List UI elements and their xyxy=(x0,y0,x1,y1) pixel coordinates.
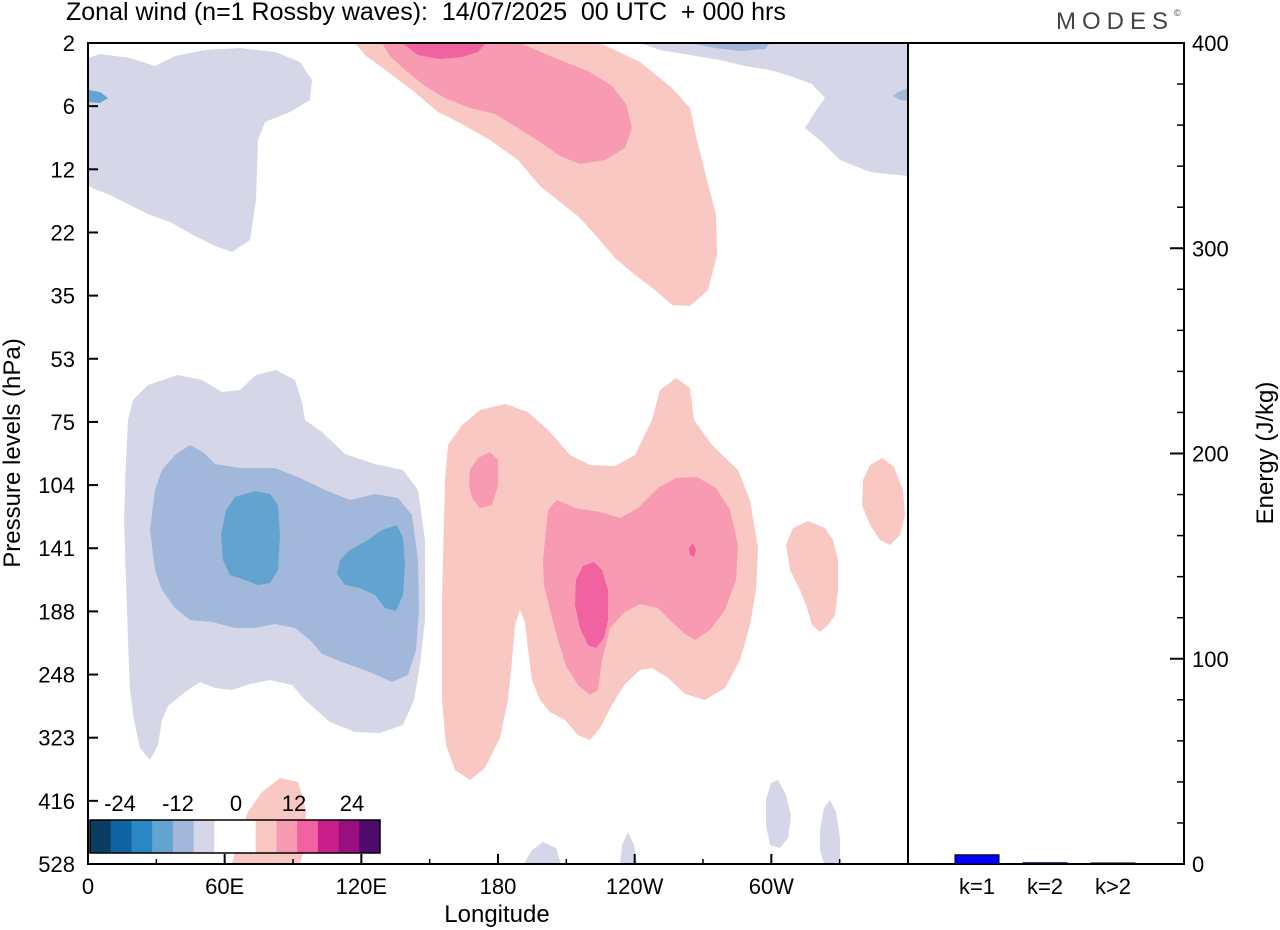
colorbar-swatch xyxy=(193,820,215,853)
energy-category-label: k=1 xyxy=(959,874,995,899)
y-axis: 2 6 12 22 35 53 75 104 141 188 248 323 416 528 xyxy=(38,31,98,877)
energy-tick-label: 400 xyxy=(1192,31,1229,56)
colorbar-swatch xyxy=(214,820,236,853)
page-title: Zonal wind (n=1 Rossby waves): 14/07/202… xyxy=(66,0,786,26)
contour-region-neg-upper-right xyxy=(640,43,908,176)
colorbar-swatch xyxy=(297,820,319,853)
energy-plot-frame xyxy=(907,42,1185,865)
x-axis-title: Longitude xyxy=(444,901,549,928)
contour-region-pos-right-patch-1 xyxy=(786,521,838,632)
brand-logo: MODES© xyxy=(1056,8,1181,36)
energy-tick-label: 0 xyxy=(1192,852,1204,877)
colorbar-swatch xyxy=(276,820,298,853)
energy-bar xyxy=(954,854,1000,865)
energy-bar xyxy=(1022,862,1068,865)
y-tick-label: 6 xyxy=(63,94,75,119)
y-tick-label: 188 xyxy=(38,599,75,624)
contour-region-neg-bottom-patch-2 xyxy=(620,832,637,864)
x-tick-label: 180 xyxy=(480,874,517,899)
y-tick-label: 75 xyxy=(51,410,75,435)
contour-region-neg-upper-left-small xyxy=(88,90,108,103)
contour-region-pos-right-patch-2 xyxy=(862,458,905,545)
colorbar-label: 12 xyxy=(282,791,306,816)
y-axis-title: Pressure levels (hPa) xyxy=(0,338,26,567)
x-axis: 0 60E 120E 180 120W 60W xyxy=(82,854,841,899)
brand-logo-text: MODES xyxy=(1056,8,1175,35)
x-tick-label: 60E xyxy=(205,874,244,899)
contour-region-neg-bottom-patch-1 xyxy=(524,842,561,864)
contour-region-neg-upper-right-edge xyxy=(893,88,908,101)
colorbar-swatch xyxy=(90,820,112,853)
contour-plot xyxy=(88,43,908,864)
energy-bar xyxy=(1090,862,1136,865)
contour-region-neg-lower-left-mid xyxy=(150,445,419,682)
y-tick-label: 323 xyxy=(38,726,75,751)
colorbar-swatch xyxy=(131,820,153,853)
colorbar-swatch xyxy=(152,820,174,853)
colorbar-swatch xyxy=(235,820,257,853)
x-tick-label: 0 xyxy=(82,874,94,899)
energy-tick-label: 200 xyxy=(1192,442,1229,467)
y-tick-label: 2 xyxy=(63,31,75,56)
colorbar-label: -12 xyxy=(162,791,194,816)
contour-region-pos-upper-centre-core xyxy=(402,43,486,59)
colorbar-swatch xyxy=(172,820,195,853)
contour-region-neg-upper-right-core xyxy=(690,43,770,51)
colorbar-frame xyxy=(89,819,381,854)
contour-region-neg-bottom-patch-3 xyxy=(766,780,791,848)
colorbar-swatch xyxy=(255,820,277,853)
contour-region-pos-lower-centre-core xyxy=(575,562,608,648)
energy-axis: 0 100 200 300 400 xyxy=(1170,31,1229,877)
y-tick-label: 12 xyxy=(51,157,75,182)
energy-category-label: k=2 xyxy=(1027,874,1063,899)
y-tick-label: 22 xyxy=(51,220,75,245)
energy-bars: k=1 k=2 k>2 xyxy=(954,854,1136,899)
contour-region-pos-upper-centre-mid xyxy=(382,43,632,164)
contour-region-neg-upper-left xyxy=(88,48,312,252)
energy-tick-label: 100 xyxy=(1192,647,1229,672)
y-tick-label: 141 xyxy=(38,536,75,561)
contour-region-pos-lower-centre-speck xyxy=(689,543,696,557)
colorbar-label: 24 xyxy=(340,791,364,816)
colorbar-swatch xyxy=(338,820,360,853)
contour-region-neg-lower-left-core-2 xyxy=(337,525,405,611)
y-tick-label: 416 xyxy=(38,789,75,814)
x-tick-label: 60W xyxy=(749,874,794,899)
colorbar-label: -24 xyxy=(104,791,136,816)
y-tick-label: 35 xyxy=(51,284,75,309)
y-tick-label: 528 xyxy=(38,852,75,877)
y-tick-label: 248 xyxy=(38,663,75,688)
colorbar: -24 -12 0 12 24 xyxy=(89,791,381,854)
colorbar-swatch xyxy=(359,820,381,853)
brand-logo-mark: © xyxy=(1174,8,1181,18)
energy-axis-title: Energy (J/kg) xyxy=(1252,382,1279,525)
contour-region-pos-lower-centre-mid-small xyxy=(469,452,498,508)
contour-region-neg-lower-left-core-1 xyxy=(221,491,280,585)
x-tick-label: 120E xyxy=(336,874,387,899)
x-tick-label: 120W xyxy=(606,874,664,899)
energy-tick-label: 300 xyxy=(1192,236,1229,261)
y-tick-label: 104 xyxy=(38,473,75,498)
colorbar-label: 0 xyxy=(230,791,242,816)
colorbar-swatch xyxy=(317,820,340,853)
contour-region-neg-bottom-patch-4 xyxy=(820,800,840,864)
energy-category-label: k>2 xyxy=(1095,874,1131,899)
y-tick-label: 53 xyxy=(51,347,75,372)
colorbar-swatch xyxy=(110,820,132,853)
